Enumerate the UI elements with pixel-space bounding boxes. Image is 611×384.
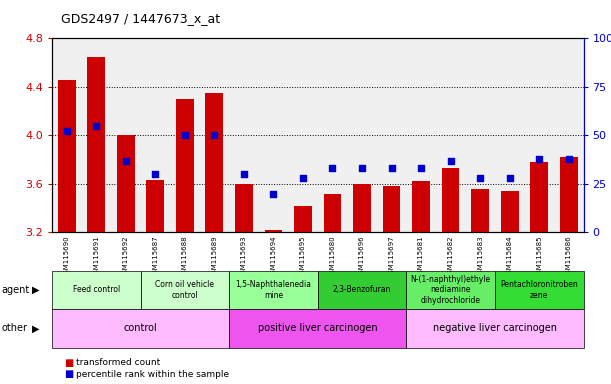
Text: 1,5-Naphthalenedia
mine: 1,5-Naphthalenedia mine — [235, 280, 312, 300]
Bar — [147, 180, 164, 232]
Text: N-(1-naphthyl)ethyle
nediamine
dihydrochloride: N-(1-naphthyl)ethyle nediamine dihydroch… — [411, 275, 491, 305]
Bar — [501, 191, 519, 232]
Text: 2,3-Benzofuran: 2,3-Benzofuran — [333, 285, 391, 295]
Point — [121, 157, 131, 164]
Text: percentile rank within the sample: percentile rank within the sample — [76, 370, 230, 379]
Bar — [235, 184, 253, 232]
Point — [62, 128, 71, 134]
Text: positive liver carcinogen: positive liver carcinogen — [258, 323, 378, 333]
Point — [327, 165, 337, 171]
Text: other: other — [1, 323, 27, 333]
Bar — [530, 162, 548, 232]
Bar — [442, 168, 459, 232]
Text: agent: agent — [1, 285, 29, 295]
Point — [357, 165, 367, 171]
Text: ▶: ▶ — [32, 323, 39, 333]
Text: negative liver carcinogen: negative liver carcinogen — [433, 323, 557, 333]
Bar — [412, 181, 430, 232]
Text: ▶: ▶ — [32, 285, 39, 295]
Point — [298, 175, 308, 181]
Text: control: control — [123, 323, 158, 333]
Point — [475, 175, 485, 181]
Text: Pentachloronitroben
zene: Pentachloronitroben zene — [500, 280, 578, 300]
Point — [239, 171, 249, 177]
Text: ■: ■ — [64, 369, 73, 379]
Point — [92, 122, 101, 129]
Text: ■: ■ — [64, 358, 73, 368]
Bar — [176, 99, 194, 232]
Point — [150, 171, 160, 177]
Bar — [58, 79, 76, 232]
Bar — [265, 230, 282, 232]
Text: Feed control: Feed control — [73, 285, 120, 295]
Bar — [382, 186, 400, 232]
Bar — [294, 206, 312, 232]
Point — [564, 156, 574, 162]
Text: Corn oil vehicle
control: Corn oil vehicle control — [155, 280, 214, 300]
Bar — [205, 93, 223, 232]
Bar — [87, 56, 105, 232]
Point — [505, 175, 514, 181]
Point — [416, 165, 426, 171]
Point — [387, 165, 397, 171]
Point — [268, 190, 278, 197]
Text: transformed count: transformed count — [76, 358, 161, 367]
Bar — [324, 194, 342, 232]
Bar — [471, 189, 489, 232]
Point — [445, 157, 455, 164]
Point — [210, 132, 219, 139]
Point — [534, 156, 544, 162]
Bar — [353, 184, 371, 232]
Point — [180, 132, 189, 139]
Text: GDS2497 / 1447673_x_at: GDS2497 / 1447673_x_at — [61, 12, 220, 25]
Bar — [117, 136, 134, 232]
Bar — [560, 157, 577, 232]
